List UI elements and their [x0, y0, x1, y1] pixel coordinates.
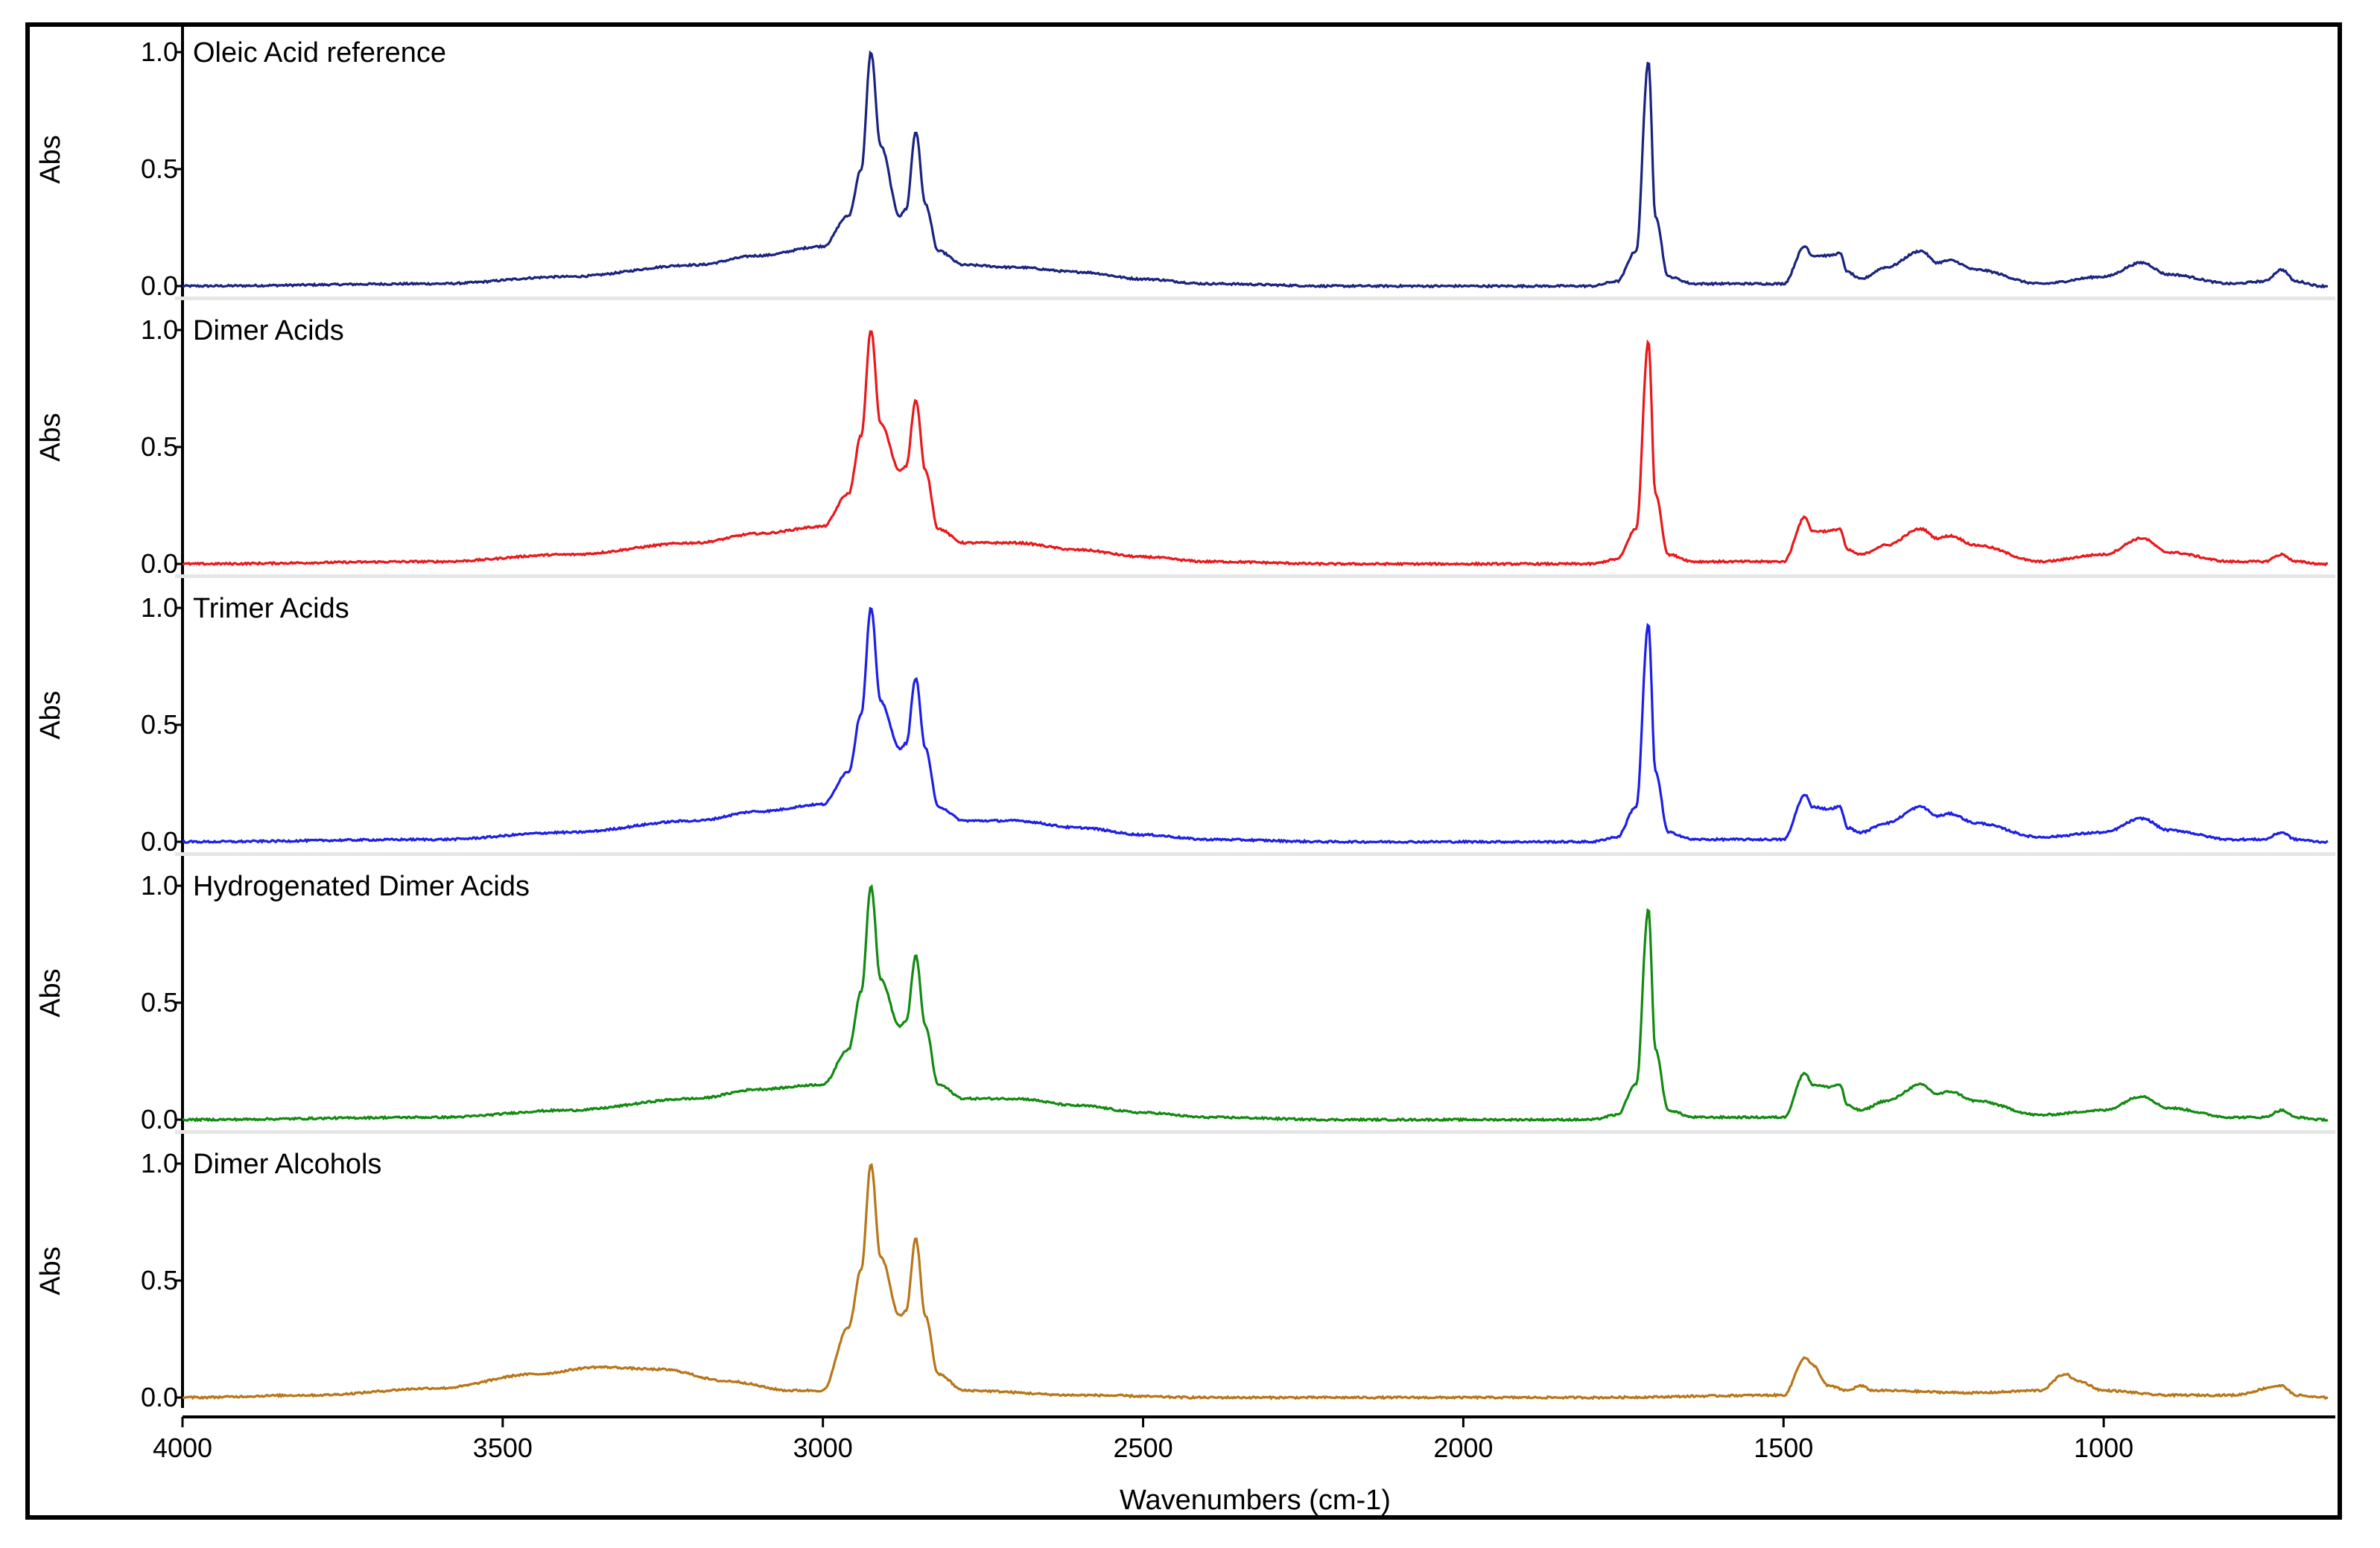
x-tick-label: 3000 — [793, 1433, 853, 1463]
y-tick-label: 0.0 — [141, 826, 178, 857]
y-axis-label: Abs — [35, 413, 66, 461]
series-line — [182, 884, 2329, 1123]
panel-4: 0.0 0.5 1.0 Abs Hydrogenated Dimer Acids — [35, 852, 2335, 1135]
series-label: Hydrogenated Dimer Acids — [193, 871, 530, 902]
y-tick-label: 0.0 — [141, 1104, 178, 1135]
y-tick-label: 1.0 — [141, 37, 178, 67]
panel-1: 0.0 0.5 1.0 Abs Oleic Acid reference — [35, 22, 2328, 301]
y-tick-label: 1.0 — [141, 1148, 178, 1179]
y-tick-label: 0.5 — [141, 709, 178, 740]
panel-separator — [175, 852, 2335, 856]
x-tick-label: 1500 — [1754, 1433, 1813, 1463]
y-tick-label: 1.0 — [141, 314, 178, 345]
series-label: Dimer Alcohols — [193, 1149, 381, 1180]
series-label: Oleic Acid reference — [193, 37, 446, 69]
y-axis-label: Abs — [35, 691, 66, 739]
x-axis-label: Wavenumbers (cm-1) — [1120, 1485, 1391, 1516]
y-tick-label: 0.5 — [141, 153, 178, 184]
y-tick-label: 0.5 — [141, 987, 178, 1018]
series-line — [182, 1163, 2329, 1401]
y-axis-label: Abs — [35, 968, 66, 1017]
panel-separator — [175, 574, 2335, 578]
panel-5: 0.0 0.5 1.0 Abs Dimer Alcohols — [35, 1130, 2335, 1412]
panel-2: 0.0 0.5 1.0 Abs Dimer Acids — [35, 296, 2335, 579]
y-tick-label: 0.0 — [141, 548, 178, 579]
series-line — [182, 330, 2329, 567]
y-tick-label: 1.0 — [141, 870, 178, 901]
x-tick-label: 1000 — [2074, 1433, 2133, 1463]
y-tick-label: 0.0 — [141, 1382, 178, 1412]
y-tick-label: 1.0 — [141, 592, 178, 623]
y-axis-label: Abs — [35, 1246, 66, 1295]
x-tick-label: 3500 — [473, 1433, 533, 1463]
y-tick-label: 0.5 — [141, 431, 178, 462]
series-label: Dimer Acids — [193, 315, 344, 346]
panel-3: 0.0 0.5 1.0 Abs Trimer Acids — [35, 574, 2335, 857]
x-tick-label: 2500 — [1114, 1433, 1173, 1463]
panel-separator — [175, 1130, 2335, 1134]
series-line — [182, 50, 2328, 289]
x-tick-label: 2000 — [1433, 1433, 1493, 1463]
y-tick-label: 0.0 — [141, 270, 178, 301]
y-tick-label: 0.5 — [141, 1265, 178, 1295]
y-axis-label: Abs — [35, 135, 66, 183]
panel-separator — [175, 296, 2335, 300]
chart-frame — [25, 22, 2342, 1520]
x-tick-label: 4000 — [153, 1433, 212, 1463]
series-line — [181, 606, 2329, 845]
series-label: Trimer Acids — [193, 593, 349, 624]
